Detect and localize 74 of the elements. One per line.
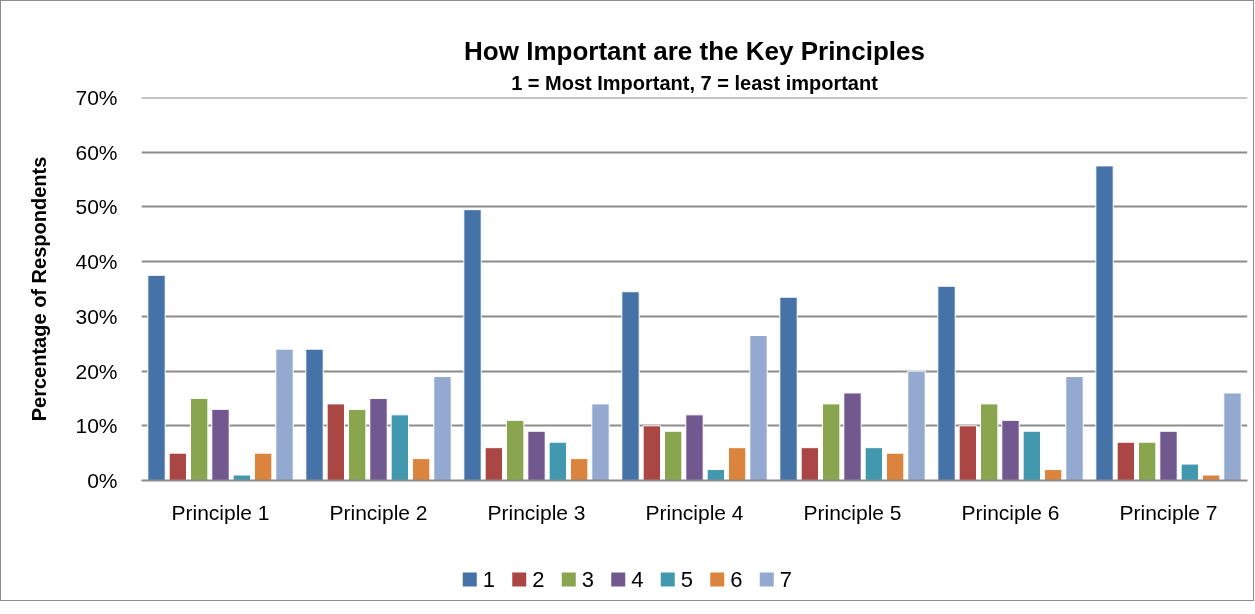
- bar: [147, 274, 166, 481]
- legend-label: 2: [532, 567, 545, 592]
- bar: [189, 397, 209, 481]
- y-tick-label: 10%: [75, 414, 118, 438]
- chart-subtitle: 1 = Most Important, 7 = least important: [511, 71, 879, 94]
- bar: [1043, 469, 1063, 481]
- bar: [326, 403, 346, 481]
- bar: [369, 397, 388, 481]
- y-tick-label: 70%: [75, 86, 118, 109]
- bar: [1159, 430, 1178, 481]
- bar: [505, 419, 525, 481]
- x-tick-label: Principle 4: [645, 500, 744, 524]
- bar: [390, 414, 410, 481]
- x-tick-label: Principle 6: [961, 500, 1060, 524]
- bar: [663, 430, 683, 481]
- bar: [979, 403, 999, 481]
- bar: [727, 447, 747, 481]
- bar: [779, 296, 798, 481]
- bar: [821, 403, 841, 481]
- bar: [706, 469, 726, 481]
- y-tick-label: 0%: [87, 469, 118, 492]
- bar: [1201, 474, 1221, 481]
- legend-label: 1: [482, 567, 495, 592]
- bar: [275, 348, 294, 481]
- bar: [1065, 376, 1084, 481]
- bar: [168, 452, 188, 481]
- bar: [463, 209, 482, 481]
- y-axis-title: Percentage of Respondents: [28, 156, 51, 422]
- x-tick-label: Principle 1: [171, 500, 270, 524]
- bar: [411, 458, 431, 481]
- bar: [864, 447, 884, 481]
- bar: [1001, 419, 1020, 481]
- x-tick-label: Principle 3: [487, 500, 586, 524]
- bar: [433, 376, 452, 481]
- bar: [937, 285, 956, 481]
- bar: [1137, 441, 1157, 481]
- x-tick-label: Principle 5: [803, 500, 902, 524]
- bar: [484, 447, 504, 481]
- bar: [347, 408, 367, 481]
- x-tick-label: Principle 7: [1119, 500, 1218, 524]
- y-tick-label: 20%: [75, 359, 118, 383]
- y-tick-label: 50%: [75, 195, 118, 219]
- bar: [1116, 441, 1136, 481]
- bar: [800, 447, 820, 481]
- y-tick-label: 30%: [75, 304, 118, 328]
- bar: [232, 474, 252, 481]
- bar: [642, 425, 662, 481]
- bar: [958, 425, 978, 481]
- y-tick-label: 60%: [75, 140, 118, 164]
- bar: [305, 348, 324, 481]
- bar: [253, 452, 273, 481]
- bar: [843, 392, 862, 481]
- bar: [548, 441, 568, 481]
- bar: [1022, 430, 1042, 481]
- bar: [685, 414, 704, 481]
- bar: [1180, 463, 1200, 481]
- bar: [527, 430, 546, 481]
- legend-label: 6: [730, 567, 743, 592]
- bar: [749, 335, 768, 481]
- chart-title: How Important are the Key Principles: [464, 35, 925, 66]
- bar: [211, 408, 230, 481]
- bar: [621, 291, 640, 481]
- legend-label: 3: [581, 567, 594, 592]
- bar: [907, 370, 926, 481]
- legend-label: 5: [680, 567, 693, 592]
- bar: [1223, 392, 1242, 481]
- bar: [591, 403, 610, 481]
- bar: [569, 458, 589, 481]
- bar: [1095, 165, 1114, 481]
- y-tick-label: 40%: [75, 250, 118, 274]
- legend-label: 7: [779, 567, 792, 592]
- bar: [885, 452, 905, 481]
- legend-label: 4: [631, 567, 644, 592]
- x-tick-label: Principle 2: [329, 500, 428, 524]
